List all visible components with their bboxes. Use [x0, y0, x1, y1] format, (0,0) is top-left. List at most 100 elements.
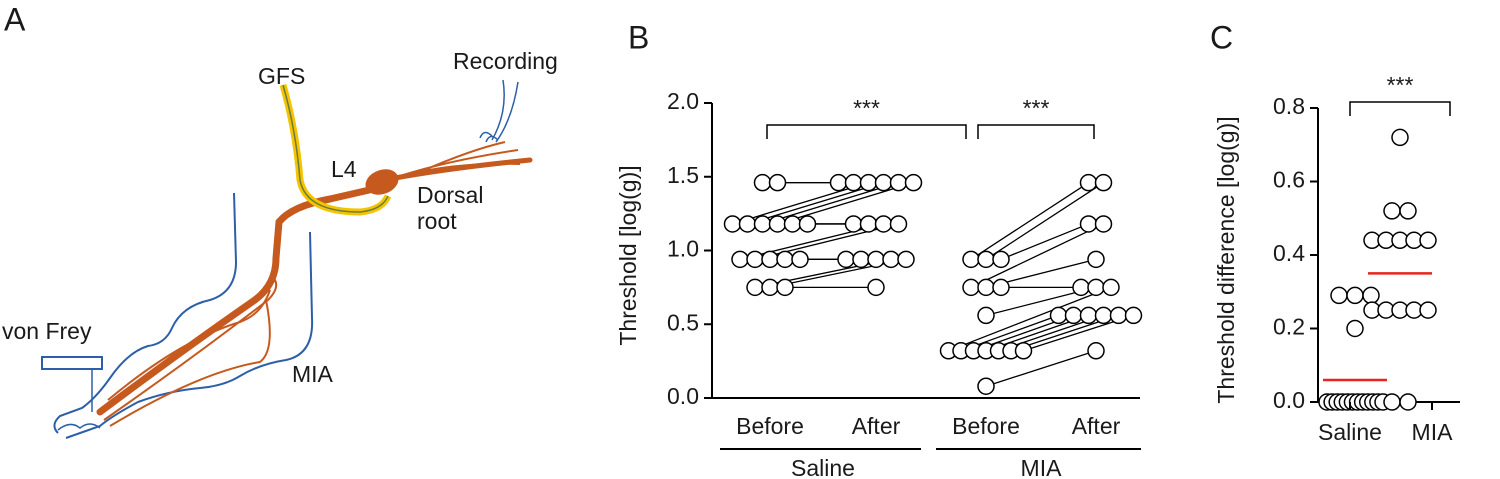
data-point [753, 173, 772, 192]
data-point [992, 250, 1010, 269]
data-point [1383, 202, 1401, 220]
pair-line [747, 182, 884, 225]
y-tick-label: 0.8 [1273, 93, 1305, 119]
recording-electrode [479, 79, 519, 143]
y-tick-label: 0.6 [1273, 167, 1305, 193]
data-point [738, 215, 757, 233]
data-point [889, 173, 908, 192]
data-point [746, 278, 764, 297]
panel-label: A [4, 1, 26, 37]
data-point [1399, 202, 1417, 220]
data-point [977, 250, 995, 269]
data-point [1362, 286, 1380, 305]
data-point [1087, 278, 1105, 297]
data-point [852, 250, 870, 269]
data-point [1109, 306, 1128, 325]
data-point [753, 215, 772, 233]
data-point [867, 250, 885, 269]
pair-line [1000, 223, 1089, 260]
gfs-wire [282, 84, 389, 213]
nerve-branch [103, 275, 278, 421]
data-point [829, 173, 848, 192]
data-point [1391, 128, 1409, 147]
x-tick-label: MIA [1412, 419, 1454, 445]
data-point [867, 278, 885, 297]
pair-line [762, 182, 899, 225]
nerve-branch [107, 289, 271, 401]
data-point [882, 250, 900, 269]
data-point [859, 215, 878, 233]
leg-outline [53, 192, 238, 434]
y-tick-label: 0.5 [667, 309, 699, 335]
data-point [776, 250, 794, 269]
data-point [1330, 286, 1348, 305]
pair-line [777, 182, 914, 225]
data-point [723, 215, 742, 233]
y-tick-label: 1.5 [667, 162, 699, 188]
data-point [1072, 278, 1090, 297]
nerve [96, 184, 382, 416]
data-point [1087, 250, 1105, 269]
data-point [1079, 173, 1098, 192]
pair-line [985, 182, 1104, 260]
paw [57, 423, 101, 431]
label: von Frey [2, 318, 92, 344]
x-tick-label: Before [736, 413, 804, 439]
data-point [731, 250, 749, 269]
y-axis-label: Threshold difference [log(g)] [1213, 116, 1239, 403]
y-axis-label: Threshold [log(g)] [615, 165, 641, 345]
data-point [977, 278, 995, 297]
data-point [1399, 393, 1417, 411]
pair-line [985, 350, 1097, 387]
y-tick-label: 0.0 [1273, 387, 1305, 413]
data-point [768, 215, 787, 233]
y-tick-label: 1.0 [667, 236, 699, 262]
data-point [783, 215, 802, 233]
leg-outline [65, 231, 314, 439]
data-point [874, 215, 893, 233]
x-tick-label: Saline [1318, 419, 1382, 445]
nerve-branch [109, 299, 271, 427]
y-tick-label: 2.0 [667, 88, 699, 114]
data-point [874, 173, 893, 192]
data-point [1087, 342, 1105, 360]
data-point [977, 306, 995, 325]
label: L4 [331, 156, 357, 182]
panel-label: B [628, 19, 649, 55]
data-point [746, 250, 764, 269]
data-point [1346, 286, 1364, 305]
data-point [761, 278, 779, 297]
data-point [1094, 173, 1113, 192]
significance-bracket [1349, 101, 1451, 116]
label: root [417, 208, 457, 234]
data-point [761, 250, 779, 269]
label: Recording [453, 48, 558, 74]
y-tick-label: 0.0 [667, 383, 699, 409]
data-point [768, 173, 787, 192]
x-tick-label: Before [952, 413, 1020, 439]
pair-line [970, 182, 1089, 260]
data-point [1079, 306, 1098, 325]
data-point [776, 278, 794, 297]
panel-label: C [1210, 19, 1233, 55]
data-point [844, 173, 863, 192]
label: Dorsal [417, 182, 483, 208]
pair-line [970, 223, 1104, 288]
data-point [837, 250, 855, 269]
dorsal-root [392, 157, 533, 181]
significance-label: *** [853, 95, 880, 121]
data-point [962, 278, 980, 297]
y-tick-label: 0.4 [1273, 240, 1305, 266]
von-frey-filament [41, 356, 103, 370]
x-tick-label: After [1072, 413, 1121, 439]
data-point [904, 173, 923, 192]
data-point [1124, 306, 1143, 325]
group-label: Saline [791, 455, 855, 479]
data-point [859, 173, 878, 192]
data-point [977, 377, 995, 395]
data-point [1346, 319, 1364, 338]
x-tick-label: After [852, 413, 901, 439]
significance-bracket [766, 124, 967, 139]
rootlets [399, 141, 521, 177]
data-point [962, 250, 980, 269]
